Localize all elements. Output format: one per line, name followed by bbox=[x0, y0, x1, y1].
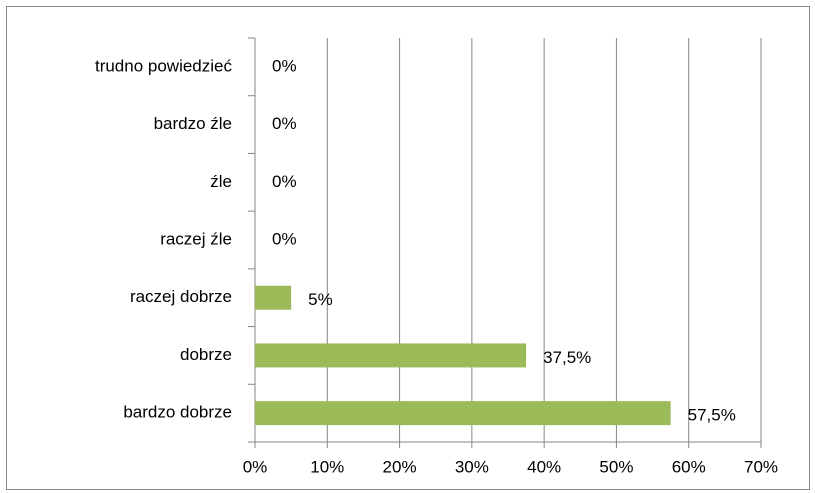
x-tick-label: 70% bbox=[744, 457, 778, 476]
y-tick-label: raczej źle bbox=[160, 229, 232, 248]
y-tick-label: źle bbox=[210, 172, 232, 191]
value-label: 5% bbox=[308, 290, 333, 309]
x-tick-label: 50% bbox=[599, 457, 633, 476]
y-tick-label: trudno powiedzieć bbox=[95, 56, 233, 75]
y-tick-label: bardzo dobrze bbox=[123, 403, 232, 422]
x-tick-label: 20% bbox=[383, 457, 417, 476]
value-label: 0% bbox=[272, 172, 297, 191]
x-tick-label: 40% bbox=[527, 457, 561, 476]
bar bbox=[255, 285, 292, 310]
value-label: 57,5% bbox=[688, 406, 736, 425]
y-tick-label: raczej dobrze bbox=[130, 287, 232, 306]
x-tick-label: 60% bbox=[672, 457, 706, 476]
value-label: 0% bbox=[272, 56, 297, 75]
x-tick-label: 10% bbox=[310, 457, 344, 476]
bar bbox=[255, 343, 527, 368]
value-label: 37,5% bbox=[543, 348, 591, 367]
value-label: 0% bbox=[272, 229, 297, 248]
y-tick-label: bardzo źle bbox=[154, 114, 232, 133]
y-tick-label: dobrze bbox=[180, 345, 232, 364]
x-tick-label: 30% bbox=[455, 457, 489, 476]
bar bbox=[255, 401, 671, 426]
x-tick-label: 0% bbox=[243, 457, 268, 476]
value-label: 0% bbox=[272, 114, 297, 133]
